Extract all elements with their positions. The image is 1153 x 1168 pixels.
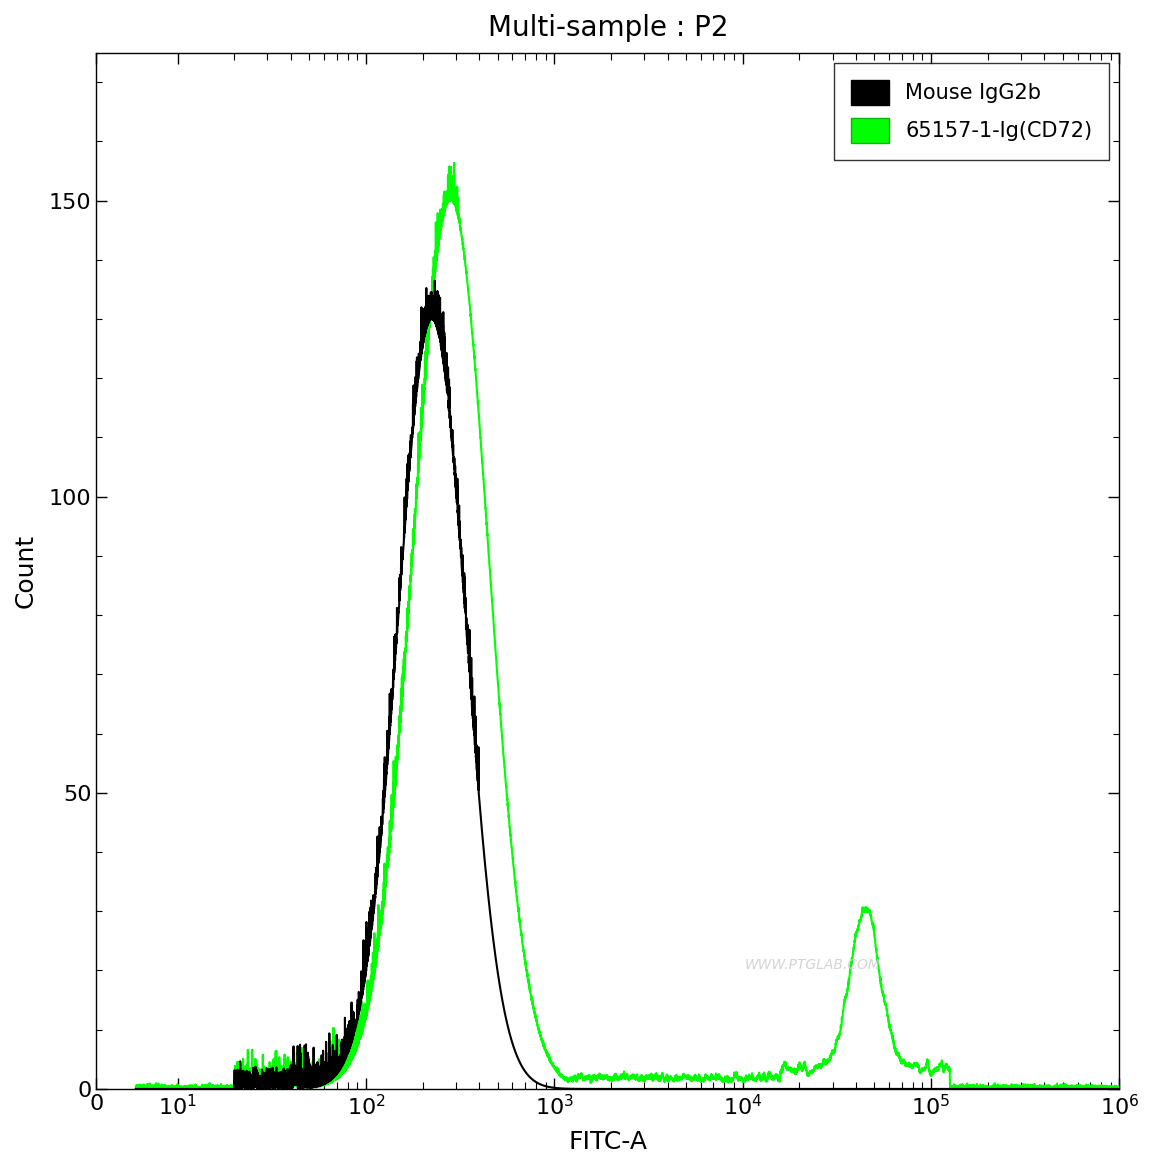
Legend: Mouse IgG2b, 65157-1-Ig(CD72): Mouse IgG2b, 65157-1-Ig(CD72): [835, 63, 1109, 160]
Title: Multi-sample : P2: Multi-sample : P2: [488, 14, 729, 42]
Text: WWW.PTGLAB.COM: WWW.PTGLAB.COM: [745, 958, 881, 972]
X-axis label: FITC-A: FITC-A: [568, 1131, 648, 1154]
Y-axis label: Count: Count: [14, 534, 38, 607]
